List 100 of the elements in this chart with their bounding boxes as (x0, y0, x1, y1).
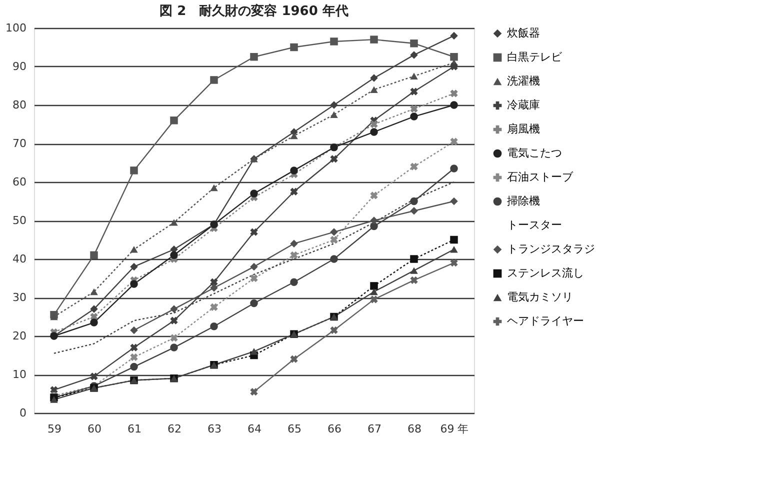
y-tick-label: 90 (12, 60, 26, 73)
legend-label: 扇風機 (507, 122, 540, 136)
point (330, 236, 338, 244)
point (330, 111, 338, 118)
point (370, 36, 378, 44)
y-tick-label: 10 (12, 368, 26, 381)
point (170, 219, 178, 226)
legend-label: 石油ストーブ (507, 170, 574, 184)
point (450, 53, 458, 61)
point (170, 305, 178, 313)
point (210, 322, 218, 330)
point (450, 32, 458, 40)
point (370, 282, 378, 290)
point (210, 284, 218, 292)
point (290, 188, 298, 196)
point (250, 190, 258, 198)
point (410, 40, 418, 48)
x-tick-label: 62 (168, 422, 182, 436)
point (330, 155, 338, 163)
x-tick-label: 61 (128, 422, 142, 436)
point (410, 105, 418, 113)
point (450, 197, 458, 206)
point (250, 262, 258, 271)
point (410, 72, 418, 80)
point (170, 334, 178, 342)
point (370, 296, 378, 304)
point (370, 192, 378, 200)
point (330, 101, 338, 109)
legend-label: 掃除機 (507, 194, 540, 208)
point (90, 318, 98, 326)
point (450, 259, 458, 267)
point (290, 278, 298, 286)
legend-label: 冷蔵庫 (507, 98, 540, 112)
point (250, 228, 258, 236)
point (450, 62, 458, 70)
point (170, 344, 178, 352)
x-tick-label: 68 (408, 422, 422, 436)
legend-label: 電気カミソリ (507, 290, 573, 304)
point (330, 228, 338, 236)
point (130, 246, 138, 253)
point (370, 222, 378, 230)
legend-label: 炊飯器 (507, 26, 540, 40)
point (370, 128, 378, 136)
point (410, 112, 418, 120)
point (370, 74, 378, 82)
chart-title: 図 2 耐久財の変容 1960 年代 (160, 3, 348, 19)
point (130, 362, 138, 371)
point (290, 240, 298, 248)
point (170, 316, 178, 324)
point (290, 355, 298, 363)
point (170, 116, 178, 124)
x-tick-label: 69 年 (440, 422, 469, 436)
y-tick-label: 70 (12, 137, 26, 150)
legend-label: ステンレス流し (507, 266, 584, 280)
point (170, 251, 178, 260)
point (90, 305, 98, 313)
point (210, 278, 218, 286)
y-tick-label: 60 (12, 176, 26, 188)
point (370, 120, 378, 128)
x-tick-label: 60 (88, 422, 102, 436)
x-tick-label: 65 (288, 422, 302, 436)
y-tick-label: 40 (12, 252, 26, 266)
point (250, 348, 258, 355)
point (130, 326, 138, 334)
point (370, 216, 378, 224)
point (50, 396, 58, 403)
point (90, 288, 98, 296)
point (410, 51, 418, 59)
point (410, 88, 418, 96)
y-tick-label: 100 (6, 22, 26, 34)
point (290, 132, 298, 140)
y-tick-label: 30 (12, 291, 26, 304)
point (450, 138, 458, 146)
point (210, 184, 218, 192)
point (450, 236, 458, 244)
point (410, 207, 418, 215)
point (290, 251, 298, 259)
y-tick-label: 20 (12, 330, 26, 342)
point (370, 288, 378, 296)
point (250, 388, 258, 396)
point (410, 255, 418, 263)
point (130, 262, 138, 271)
legend-label: 白黒テレビ (507, 50, 563, 64)
point (210, 76, 218, 84)
point (290, 43, 298, 52)
point (370, 86, 378, 93)
point (90, 251, 98, 260)
legend-label: 洗濯機 (507, 74, 540, 88)
point (450, 101, 458, 109)
x-tick-label: 63 (208, 422, 222, 436)
x-tick-label: 59 (48, 422, 62, 436)
point (450, 246, 458, 253)
point (210, 303, 218, 311)
point (410, 162, 418, 170)
point (450, 90, 458, 98)
point (450, 164, 458, 172)
point (130, 344, 138, 352)
point (250, 53, 258, 61)
x-tick-label: 67 (368, 422, 382, 436)
point (330, 326, 338, 334)
